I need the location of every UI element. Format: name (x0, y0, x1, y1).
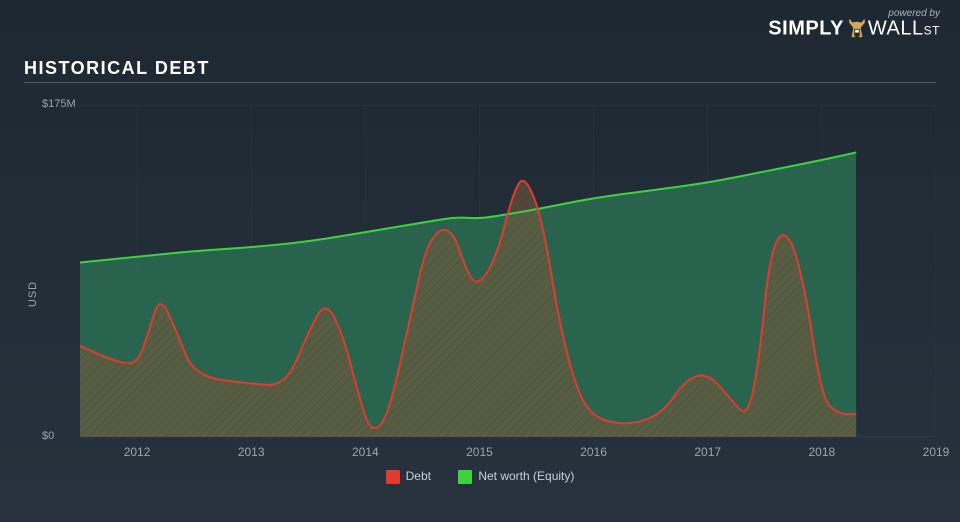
legend-swatch-equity (458, 470, 472, 484)
y-tick: $0 (42, 430, 72, 442)
x-tick: 2019 (923, 445, 950, 459)
y-tick: $175M (42, 98, 72, 110)
x-tick: 2017 (694, 445, 721, 459)
plot-area (80, 105, 936, 437)
legend-swatch-debt (386, 470, 400, 484)
title-underline (24, 82, 936, 83)
chart-title: HISTORICAL DEBT (24, 58, 210, 79)
x-tick: 2018 (809, 445, 836, 459)
x-tick: 2016 (580, 445, 607, 459)
brand-logo: powered by SIMPLYWALLST (768, 8, 940, 41)
legend-equity: Net worth (Equity) (458, 469, 574, 484)
x-tick: 2014 (352, 445, 379, 459)
x-tick: 2012 (124, 445, 151, 459)
chart-container: USD Debt Net worth (Equity) 2012 2013 2014… (24, 95, 936, 492)
legend-debt: Debt (386, 469, 431, 484)
x-tick: 2015 (466, 445, 493, 459)
x-tick: 2013 (238, 445, 265, 459)
brand-name: SIMPLYWALLST (768, 17, 940, 41)
chart-svg (80, 105, 936, 437)
y-axis-label: USD (27, 280, 39, 306)
legend: Debt Net worth (Equity) (24, 469, 936, 484)
bull-icon (846, 17, 868, 41)
